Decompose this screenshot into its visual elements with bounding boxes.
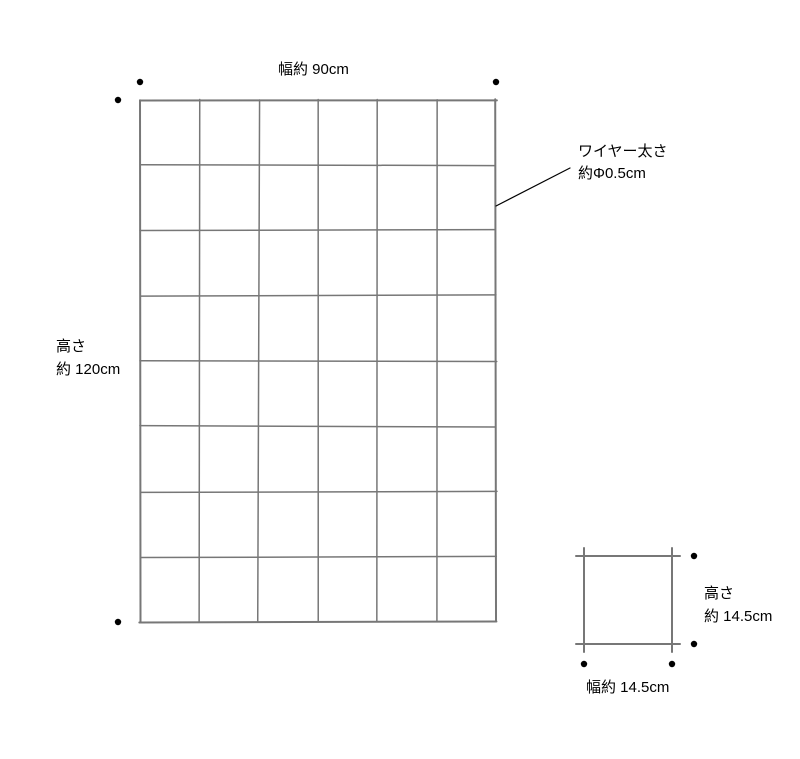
label-width-top: 幅約 90cm	[278, 58, 349, 79]
label-height-left-1: 高さ	[56, 335, 86, 356]
label-detail-height-2: 約 14.5cm	[704, 605, 772, 626]
label-wire-1: ワイヤー太さ	[578, 140, 668, 161]
label-detail-width: 幅約 14.5cm	[586, 676, 669, 697]
label-height-left-2: 約 120cm	[56, 358, 120, 379]
label-detail-height-1: 高さ	[704, 582, 734, 603]
dimension-diagram	[0, 0, 800, 759]
label-wire-2: 約Φ0.5cm	[578, 162, 646, 183]
